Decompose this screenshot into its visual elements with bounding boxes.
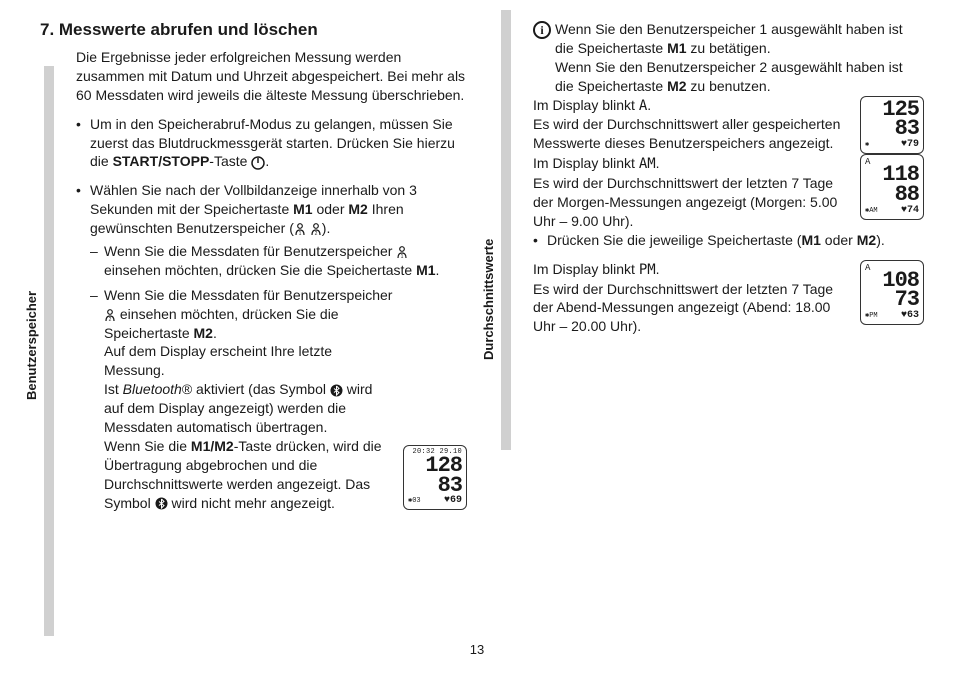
page-content: 7. Messwerte abrufen und löschen Benutze… [0,0,954,522]
left-content: Die Ergebnisse jeder erfolgreichen Messu… [70,48,467,512]
text: oder [821,232,857,248]
text: Auf dem Display erscheint Ihre letzte Me… [104,343,332,378]
text: Im Display blinkt [533,155,639,171]
lcd-bottom-left: AM [869,207,877,215]
text: Wenn Sie die [104,438,191,454]
bullet-list-left: Um in den Speicherabruf-Modus zu gelange… [76,115,467,513]
text: einsehen möchten, drücken Sie die Speich… [104,262,416,278]
text-bold: M1 [667,40,686,56]
text: Im Display blinkt [533,261,639,277]
sidebar-bar-right [501,10,511,450]
text: zu betätigen. [687,40,771,56]
text-bold: M2 [857,232,876,248]
lcd-bottom-left: 03 [412,497,420,505]
lcd-display-4: A 108 73 ✱PM♥63 [860,260,924,326]
lcd-bottom-right: 63 [907,310,919,321]
dash-list: Wenn Sie die Messdaten für Benutzerspeic… [90,242,467,512]
text: . [647,97,651,113]
symbol-am: AM [639,156,656,172]
text: Im Display blinkt [533,97,639,113]
text: . [213,325,217,341]
sidebar-bar-left [44,66,54,636]
info-icon: i [533,21,551,39]
bullet-item: Drücken Sie die jeweilige Speichertaste … [533,231,924,250]
dash-item: Wenn Sie die Messdaten für Benutzerspeic… [90,242,467,280]
lcd-value-2: 88 [865,185,919,205]
text: Es wird der Durchschnittswert der letzte… [533,281,833,335]
text: -Taste [209,153,251,169]
lcd-value-2: 83 [408,476,462,496]
lcd-display-3: A 118 88 ✱AM♥74 [860,154,924,220]
text-italic: Bluetooth [123,381,182,397]
bullet-list-right: Drücken Sie die jeweilige Speichertaste … [533,231,924,250]
lcd-bottom-right: 74 [907,205,919,216]
avg-am-row: Im Display blinkt AM. Es wird der Durchs… [533,154,924,231]
svg-text:1: 1 [401,254,404,259]
text-bold: M1 [801,232,820,248]
text: wird nicht mehr angezeigt. [168,495,335,511]
text-bold: START/STOPP [113,153,210,169]
text-bold: M2 [348,201,367,217]
text: Ist [104,381,123,397]
text: ). [876,232,885,248]
text-bold: M2 [667,78,686,94]
text-bold: M2 [194,325,213,341]
text: . [656,261,660,277]
svg-text:2: 2 [314,231,317,236]
intro-paragraph: Die Ergebnisse jeder erfolgreichen Messu… [76,48,467,105]
text: ® aktiviert (das Symbol [182,381,330,397]
right-column: Durchschnittswerte i Wenn Sie den Benutz… [487,20,924,522]
text: . [436,262,440,278]
text-bold: M1 [416,262,435,278]
text: einsehen möchten, drücken Sie die Speich… [104,306,339,341]
right-content: i Wenn Sie den Benutzerspeicher 1 ausgew… [527,20,924,336]
text: . [656,155,660,171]
svg-text:2: 2 [109,317,112,322]
avg-all-row: Im Display blinkt A. Es wird der Durchsc… [533,96,924,155]
info-text: Wenn Sie den Benutzerspeicher 1 ausgewäh… [555,20,924,96]
user2-icon: 2 [310,222,322,236]
user2-icon: 2 [104,308,116,322]
text-bold: M1/M2 [191,438,234,454]
lcd-value-2: 83 [865,119,919,139]
user1-icon: 1 [396,245,408,259]
page-number: 13 [0,642,954,657]
lcd-display-2: 125 83 ✱♥79 [860,96,924,155]
text: Es wird der Durchschnittswert der letzte… [533,175,837,229]
power-icon [251,156,265,170]
lcd-display-1: 20:32 29.10 128 83 ✱03♥69 [403,445,467,511]
section-heading: 7. Messwerte abrufen und löschen [40,20,467,40]
dash-item: Wenn Sie die Messdaten für Benutzerspeic… [90,286,467,513]
bluetooth-icon [330,384,343,397]
text: ). [322,220,331,236]
info-note: i Wenn Sie den Benutzerspeicher 1 ausgew… [533,20,924,96]
text: Wenn Sie die Messdaten für Benutzerspeic… [104,287,392,303]
text: oder [313,201,349,217]
text-bold: M1 [293,201,312,217]
bullet-item: Wählen Sie nach der Vollbildanzeige inne… [76,181,467,512]
symbol-pm: PM [639,262,656,278]
lcd-value-2: 73 [865,290,919,310]
text: Wenn Sie die Messdaten für Benutzerspeic… [104,243,396,259]
text: zu benutzen. [687,78,771,94]
text: Drücken Sie die jeweilige Speichertaste … [547,232,801,248]
sidebar-label-benutzerspeicher: Benutzerspeicher [24,291,39,400]
lcd-bottom-right: 79 [907,139,919,150]
avg-pm-row: Im Display blinkt PM. Es wird der Durchs… [533,260,924,337]
bullet-item: Um in den Speicherabruf-Modus zu gelange… [76,115,467,172]
svg-text:1: 1 [299,231,302,236]
left-column: 7. Messwerte abrufen und löschen Benutze… [30,20,467,522]
symbol-a: A [639,98,647,114]
sidebar-label-durchschnittswerte: Durchschnittswerte [481,239,496,360]
bluetooth-icon [155,497,168,510]
user1-icon: 1 [294,222,306,236]
lcd-bottom-left: PM [869,312,877,320]
lcd-bottom-right: 69 [450,495,462,506]
text: Es wird der Durchschnittswert aller gesp… [533,116,840,151]
